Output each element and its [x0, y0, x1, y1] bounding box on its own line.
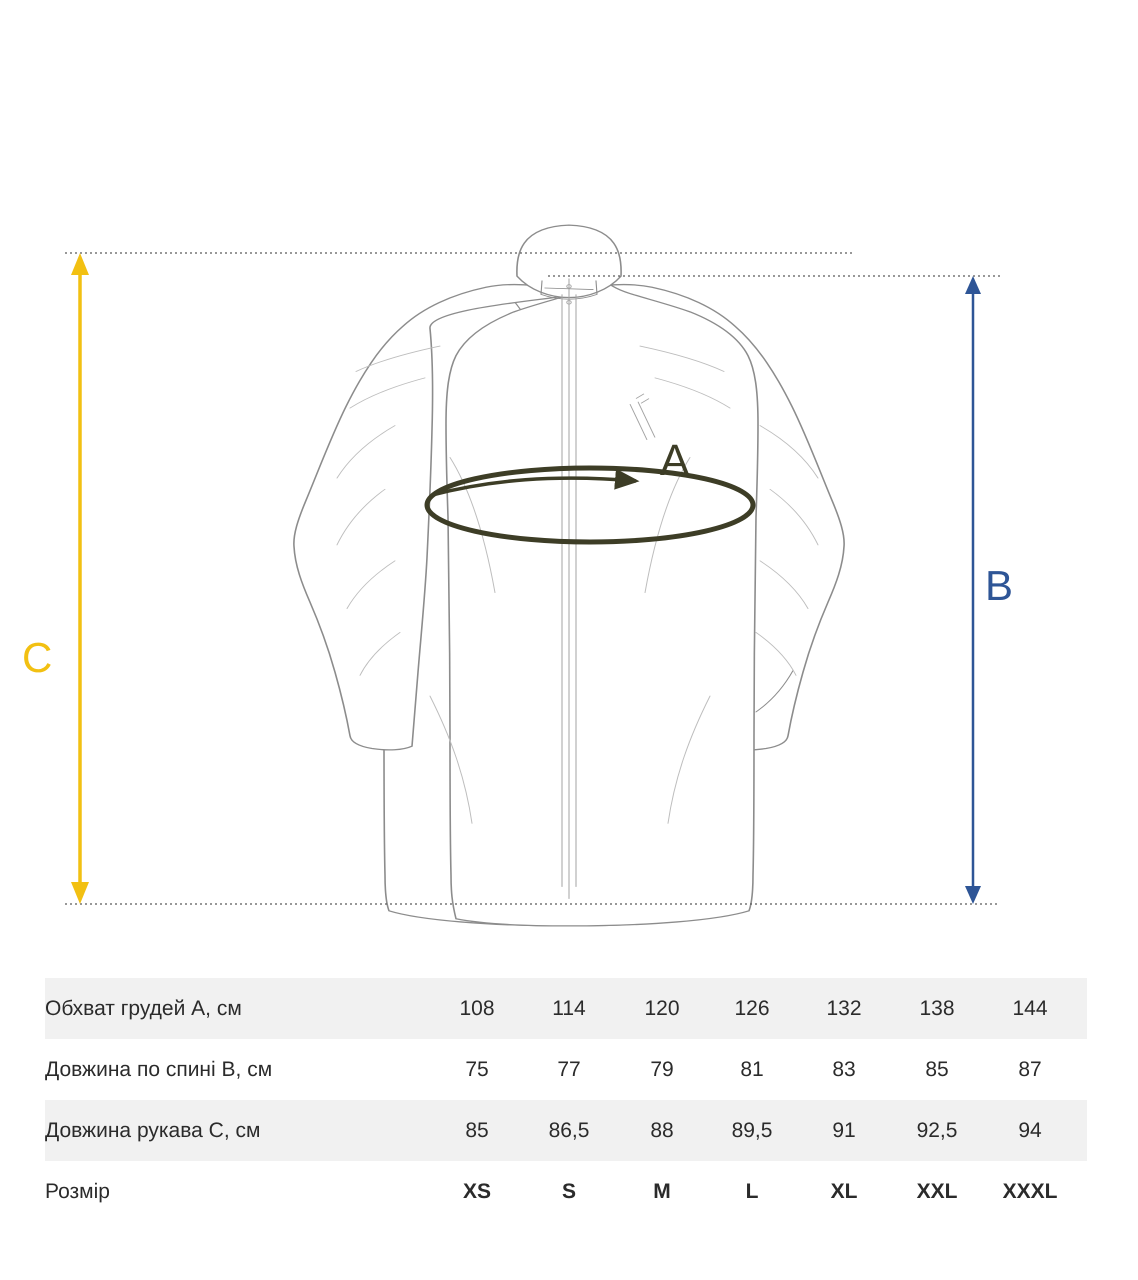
svg-text:B: B [985, 562, 1013, 609]
svg-text:C: C [22, 634, 52, 681]
svg-text:A: A [660, 436, 690, 485]
